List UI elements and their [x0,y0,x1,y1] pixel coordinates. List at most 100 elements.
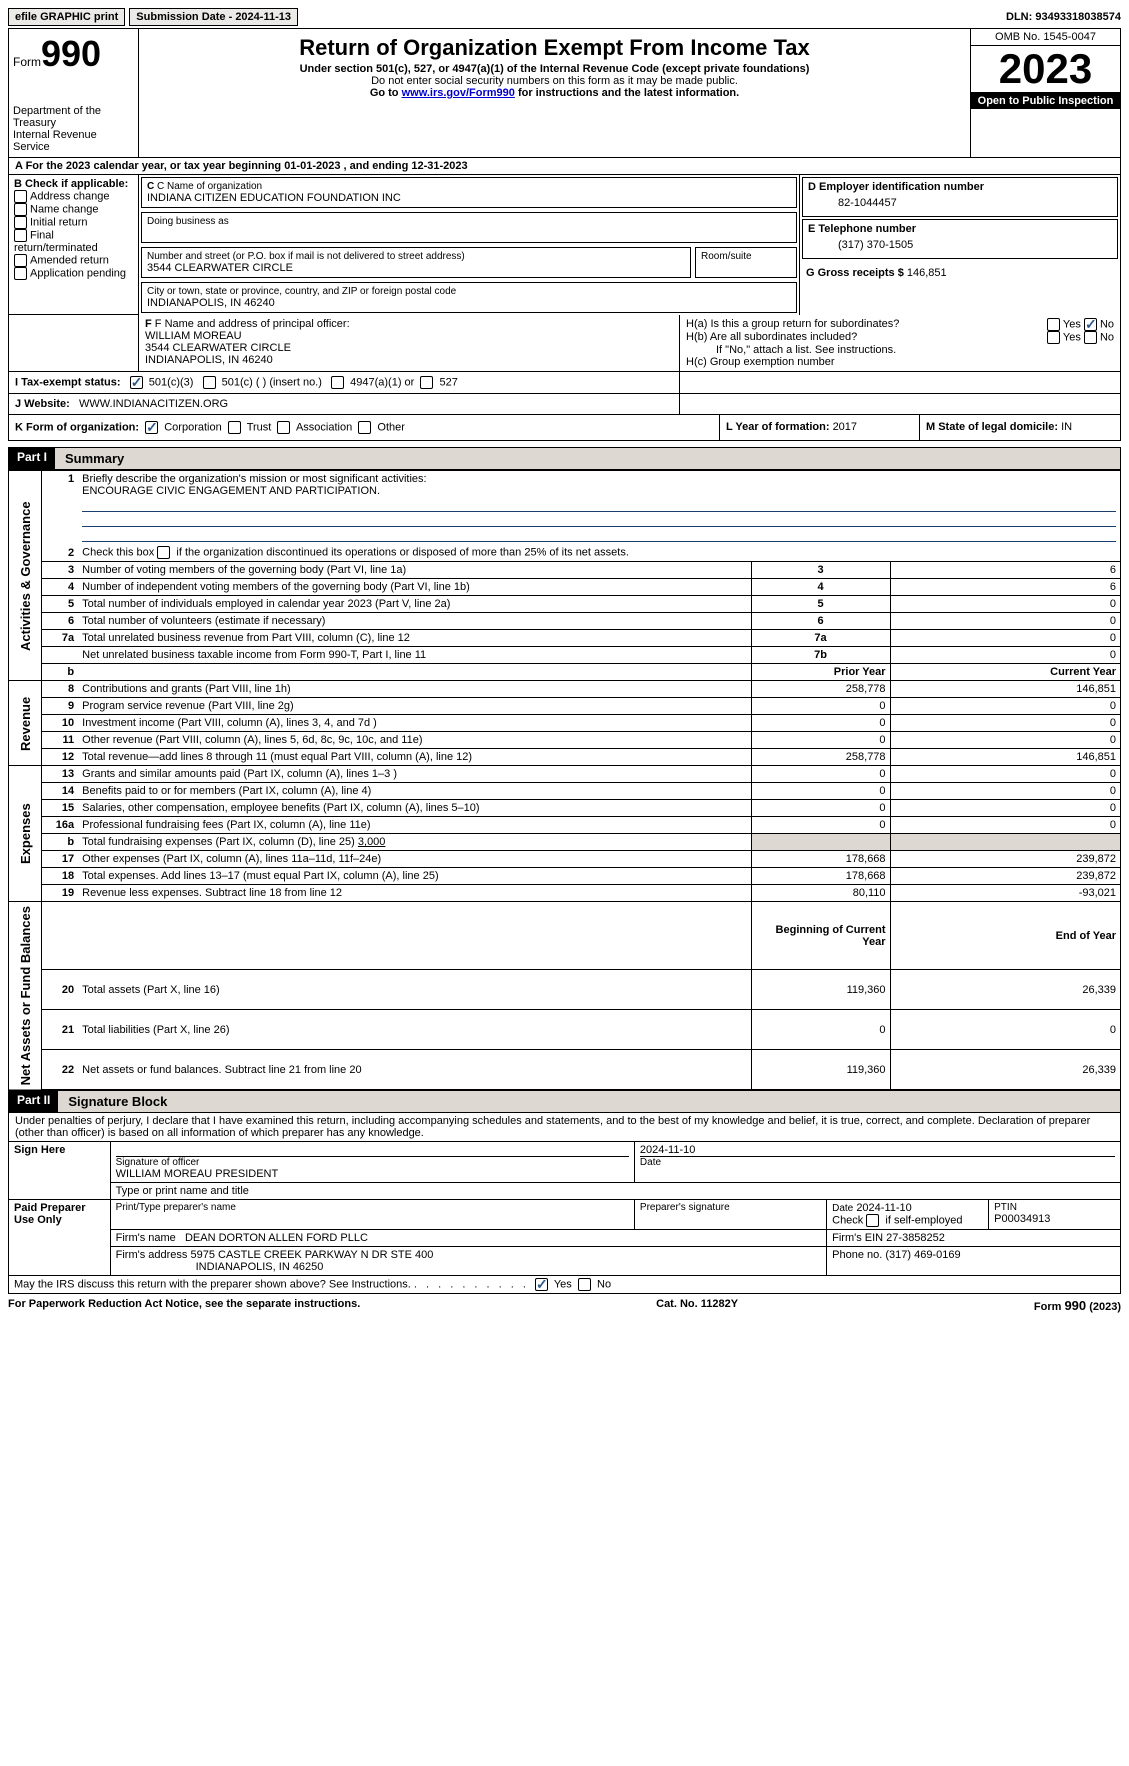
paid-preparer-label: Paid Preparer Use Only [9,1200,111,1276]
hc-label: H(c) Group exemption number [686,356,1114,368]
open-public-badge: Open to Public Inspection [971,93,1120,109]
ha-yes[interactable] [1047,318,1060,331]
cb-4947[interactable] [331,376,344,389]
cb-501c3[interactable] [130,376,143,389]
website-label: J Website: [15,398,70,410]
ssn-note: Do not enter social security numbers on … [143,75,966,87]
checkbox-app-pending[interactable] [14,267,27,280]
box-b-label: B Check if applicable: [14,178,133,190]
cb-discuss-yes[interactable] [535,1278,548,1291]
cb-527[interactable] [420,376,433,389]
domicile-label: M State of legal domicile: [926,421,1061,433]
form-number: 990 [41,33,101,74]
org-name-label: C C Name of organization [147,181,791,192]
type-name-label: Type or print name and title [110,1183,1120,1200]
part1-header: Part I Summary [8,447,1121,470]
org-address: 3544 CLEARWATER CIRCLE [147,262,685,274]
sig-officer-label: Signature of officer [116,1157,629,1168]
checkbox-final-return[interactable] [14,229,27,242]
section-expenses: Expenses [9,766,42,902]
ein-value: 82-1044457 [808,193,1112,213]
part2-header: Part II Signature Block [8,1090,1121,1113]
officer-label: F F Name and address of principal office… [145,318,673,330]
cat-number: Cat. No. 11282Y [656,1298,738,1313]
room-label: Room/suite [701,251,791,262]
section-b-to-g: B Check if applicable: Address change Na… [8,175,1121,315]
dln: DLN: 93493318038574 [1006,11,1121,23]
phone-value: (317) 370-1505 [808,235,1112,255]
officer-name: WILLIAM MOREAU [145,330,673,342]
submission-date-btn[interactable]: Submission Date - 2024-11-13 [129,8,298,26]
section-f-h: F F Name and address of principal office… [8,315,1121,372]
mission-value: ENCOURAGE CIVIC ENGAGEMENT AND PARTICIPA… [82,485,380,497]
form-org-label: K Form of organization: [15,421,139,433]
sig-officer-name: WILLIAM MOREAU PRESIDENT [116,1168,629,1180]
top-bar: efile GRAPHIC print Submission Date - 20… [8,8,1121,26]
section-governance: Activities & Governance [9,471,42,681]
line-a: A For the 2023 calendar year, or tax yea… [8,158,1121,175]
ptin-value: P00034913 [994,1213,1115,1225]
footer: For Paperwork Reduction Act Notice, see … [8,1294,1121,1313]
org-name: INDIANA CITIZEN EDUCATION FOUNDATION INC [147,192,791,204]
prep-date: 2024-11-10 [856,1202,911,1214]
ein-label: D Employer identification number [808,181,1112,193]
cb-discontinued[interactable] [157,546,170,559]
checkbox-amended[interactable] [14,254,27,267]
firm-addr1: 5975 CASTLE CREEK PARKWAY N DR STE 400 [190,1249,433,1261]
part2-label: Part II [9,1091,58,1112]
pra-notice: For Paperwork Reduction Act Notice, see … [8,1298,360,1313]
cb-assoc[interactable] [277,421,290,434]
hb-no[interactable] [1084,331,1097,344]
cb-trust[interactable] [228,421,241,434]
domicile-value: IN [1061,421,1072,433]
hb-label: H(b) Are all subordinates included? [686,331,1047,344]
part2-title: Signature Block [58,1091,1120,1112]
col-prior: Prior Year [751,664,890,681]
city-label: City or town, state or province, country… [147,286,791,297]
section-net-assets: Net Assets or Fund Balances [9,902,42,1090]
form-title: Return of Organization Exempt From Incom… [143,35,966,61]
firm-ein: 27-3858252 [886,1232,945,1244]
phone-label: E Telephone number [808,223,1112,235]
form-subtitle: Under section 501(c), 527, or 4947(a)(1)… [143,63,966,75]
efile-btn[interactable]: efile GRAPHIC print [8,8,125,26]
perjury-text: Under penalties of perjury, I declare th… [8,1113,1121,1141]
ha-label: H(a) Is this a group return for subordin… [686,318,1047,331]
summary-table: Activities & Governance 1 Briefly descri… [8,470,1121,1090]
form-prefix: Form [13,55,41,69]
gov-row: Number of voting members of the governin… [78,562,751,579]
firm-addr2: INDIANAPOLIS, IN 46250 [116,1261,324,1273]
org-city: INDIANAPOLIS, IN 46240 [147,297,791,309]
cb-self-employed[interactable] [866,1214,879,1227]
cb-501c[interactable] [203,376,216,389]
cb-other[interactable] [358,421,371,434]
year-formation-label: L Year of formation: [726,421,833,433]
sig-date: 2024-11-10 [640,1144,1115,1157]
sign-here-label: Sign Here [9,1142,111,1200]
section-klm: K Form of organization: Corporation Trus… [8,415,1121,441]
officer-addr: 3544 CLEARWATER CIRCLE [145,342,673,354]
dba-label: Doing business as [147,216,791,227]
form990-link[interactable]: www.irs.gov/Form990 [402,87,515,99]
discuss-irs: May the IRS discuss this return with the… [14,1279,411,1291]
omb-number: OMB No. 1545-0047 [971,29,1120,46]
hb-note: If "No," attach a list. See instructions… [686,344,1114,356]
checkbox-initial-return[interactable] [14,216,27,229]
hb-yes[interactable] [1047,331,1060,344]
part1-label: Part I [9,448,55,469]
col-current: Current Year [890,664,1120,681]
checkbox-address-change[interactable] [14,190,27,203]
cb-corp[interactable] [145,421,158,434]
year-formation-value: 2017 [833,421,857,433]
gross-receipts-label: G Gross receipts $ [806,267,907,279]
ha-no[interactable] [1084,318,1097,331]
checkbox-name-change[interactable] [14,203,27,216]
officer-city: INDIANAPOLIS, IN 46240 [145,354,673,366]
cb-discuss-no[interactable] [578,1278,591,1291]
tax-year: 2023 [971,46,1120,93]
gross-receipts-value: 146,851 [907,267,947,279]
form-header: Form990 Department of the Treasury Inter… [8,28,1121,158]
tax-exempt-label: I Tax-exempt status: [15,376,121,388]
goto-line: Go to www.irs.gov/Form990 for instructio… [143,87,966,99]
firm-name: DEAN DORTON ALLEN FORD PLLC [185,1232,368,1244]
